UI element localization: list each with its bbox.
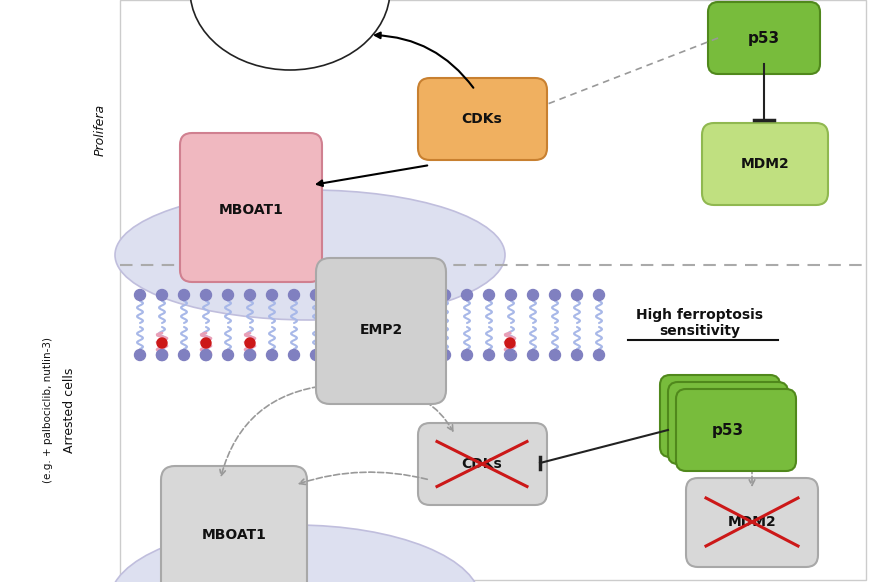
FancyBboxPatch shape [667,382,787,464]
Circle shape [244,350,255,360]
FancyBboxPatch shape [675,389,795,471]
Circle shape [135,289,145,300]
Circle shape [156,289,168,300]
Circle shape [201,338,211,348]
Text: Arrested cells: Arrested cells [63,367,76,453]
Circle shape [200,350,211,360]
Circle shape [289,289,299,300]
Circle shape [266,350,277,360]
Circle shape [244,289,255,300]
Circle shape [222,350,233,360]
FancyBboxPatch shape [660,375,779,457]
Circle shape [505,289,516,300]
Ellipse shape [115,190,504,320]
Text: High ferroptosis
sensitivity: High ferroptosis sensitivity [636,308,763,338]
Circle shape [156,350,168,360]
Circle shape [505,350,516,360]
Circle shape [310,350,322,360]
FancyBboxPatch shape [686,478,817,567]
Text: p53: p53 [711,423,743,438]
Circle shape [593,350,604,360]
Ellipse shape [109,525,480,582]
Circle shape [571,350,582,360]
Ellipse shape [189,0,389,70]
Circle shape [571,289,582,300]
Text: EMP2: EMP2 [359,323,402,337]
Circle shape [527,289,538,300]
Text: MBOAT1: MBOAT1 [218,203,283,217]
FancyBboxPatch shape [180,133,322,282]
Text: MDM2: MDM2 [726,515,775,529]
Text: p53: p53 [747,30,779,45]
Circle shape [504,338,514,348]
Circle shape [178,289,189,300]
Circle shape [200,289,211,300]
Bar [120,0,865,580]
Circle shape [222,289,233,300]
Circle shape [439,289,450,300]
Circle shape [156,350,168,360]
Circle shape [178,350,189,360]
Circle shape [245,338,255,348]
Circle shape [527,350,538,360]
Circle shape [549,350,560,360]
Circle shape [504,350,515,360]
Circle shape [244,350,255,360]
Text: (e.g. + palbociclib, nutlin-3): (e.g. + palbociclib, nutlin-3) [43,337,53,483]
FancyBboxPatch shape [707,2,819,74]
Circle shape [439,350,450,360]
Text: MDM2: MDM2 [740,157,788,171]
FancyBboxPatch shape [701,123,827,205]
FancyBboxPatch shape [417,423,547,505]
Text: CDKs: CDKs [461,457,501,471]
Circle shape [593,289,604,300]
FancyBboxPatch shape [161,466,307,582]
Circle shape [289,350,299,360]
Text: CDKs: CDKs [461,112,501,126]
Circle shape [156,338,167,348]
Circle shape [461,289,472,300]
Circle shape [135,350,145,360]
FancyBboxPatch shape [315,258,446,404]
Circle shape [310,289,322,300]
Text: Prolifera: Prolifera [93,104,106,156]
Circle shape [200,350,211,360]
Circle shape [461,350,472,360]
Circle shape [483,289,494,300]
Circle shape [483,350,494,360]
Text: MBOAT1: MBOAT1 [202,528,266,542]
FancyBboxPatch shape [417,78,547,160]
Circle shape [266,289,277,300]
Circle shape [549,289,560,300]
